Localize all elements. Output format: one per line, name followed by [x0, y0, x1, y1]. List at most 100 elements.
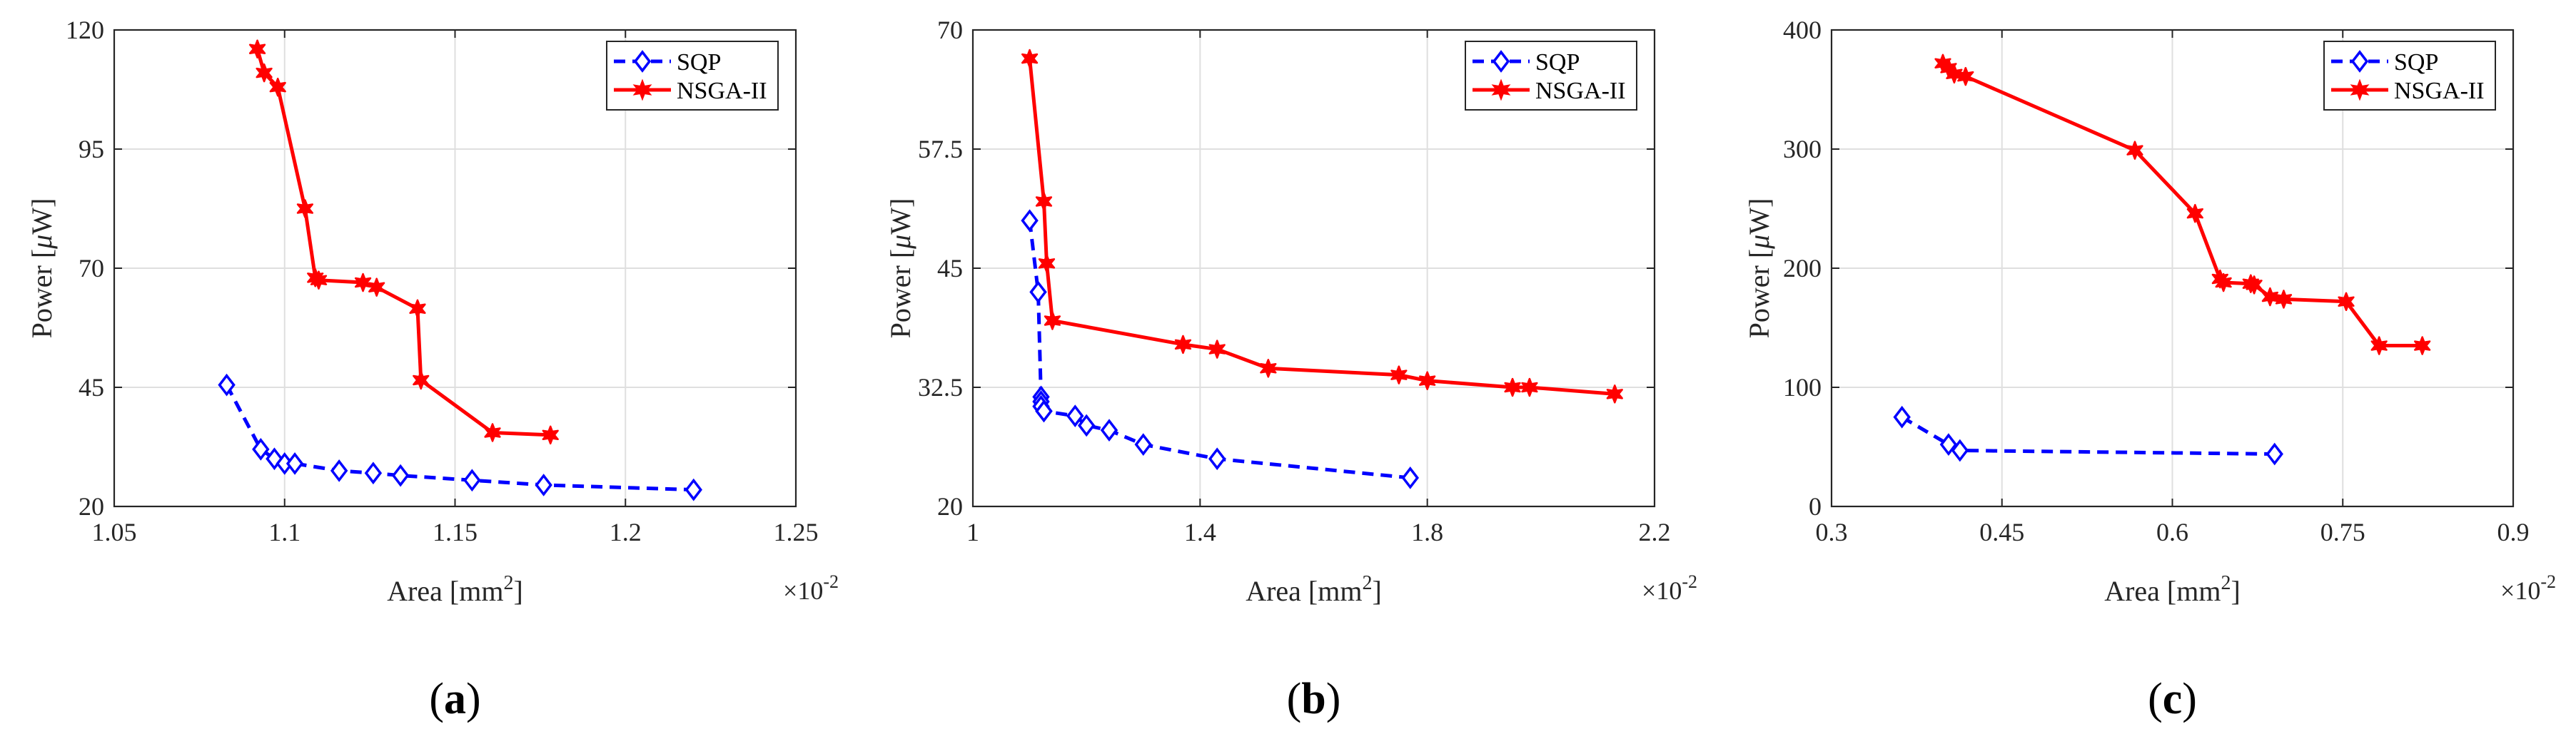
x-axis-multiplier-base: ×10: [2500, 576, 2540, 605]
x-axis-label-superscript: 2: [1362, 572, 1372, 594]
data-point-nsga-ii: [269, 77, 286, 97]
panel-label-open: (: [1287, 675, 1302, 723]
y-tick-label: 32.5: [918, 373, 963, 402]
y-tick-label: 200: [1783, 254, 1822, 282]
panel-label-open: (: [429, 675, 444, 723]
panel-label-open: (: [2148, 675, 2163, 723]
data-point-sqp: [364, 462, 383, 485]
x-axis-label: Area [mm2]: [387, 572, 523, 607]
legend-diamond-icon: [633, 50, 652, 73]
data-point-sqp: [463, 469, 481, 492]
data-point-nsga-ii: [2215, 272, 2232, 292]
data-point-sqp: [535, 474, 552, 496]
data-point-nsga-ii: [2186, 203, 2203, 223]
data-point-sqp: [1035, 399, 1053, 423]
legend-label-sqp: SQP: [1535, 49, 1580, 76]
data-point-sqp: [330, 459, 348, 482]
data-point-sqp: [1893, 405, 1911, 429]
data-point-nsga-ii: [1504, 377, 1521, 397]
x-axis-label-superscript: 2: [503, 572, 513, 594]
x-tick-label: 1.1: [268, 518, 300, 546]
series-line-sqp: [1028, 220, 1411, 480]
x-axis-label-text: Area [mm: [387, 575, 503, 607]
x-axis-label-text: Area [mm: [1246, 575, 1362, 607]
x-axis-multiplier: ×10-2: [2500, 571, 2556, 605]
data-point-nsga-ii: [2338, 292, 2355, 312]
legend-label-nsga-ii: NSGA-II: [677, 78, 767, 104]
data-point-nsga-ii: [1260, 359, 1277, 378]
y-axis-label-mu: μ: [1743, 235, 1775, 250]
x-tick-label: 1.2: [610, 518, 642, 546]
data-point-nsga-ii: [1174, 335, 1192, 355]
y-tick-label: 95: [79, 135, 104, 163]
y-axis-label-mu: μ: [884, 235, 916, 250]
data-point-nsga-ii: [484, 423, 501, 442]
data-point-nsga-ii: [2246, 275, 2263, 295]
y-axis-label-mu: μ: [26, 235, 58, 250]
data-point-nsga-ii: [409, 299, 426, 319]
data-point-nsga-ii: [1606, 384, 1623, 404]
data-point-sqp: [218, 373, 236, 397]
x-axis-label-end: ]: [513, 575, 522, 607]
y-tick-label: 20: [79, 492, 104, 521]
data-point-nsga-ii: [2126, 141, 2143, 160]
legend-label-nsga-ii: NSGA-II: [1535, 78, 1626, 104]
x-axis-label: Area [mm2]: [1246, 572, 1382, 607]
data-point-sqp: [1100, 419, 1118, 442]
legend-diamond-icon: [1492, 50, 1510, 73]
panel-label-close: ): [466, 675, 481, 723]
x-axis-label-end: ]: [2231, 575, 2240, 607]
y-tick-label: 70: [937, 16, 963, 44]
legend-label-nsga-ii: NSGA-II: [2394, 78, 2485, 104]
data-point-nsga-ii: [296, 199, 314, 218]
panel-label: (b): [1287, 675, 1341, 723]
x-tick-label: 2.2: [1639, 518, 1671, 546]
legend-diamond-icon: [2350, 50, 2369, 73]
panel-c: 0.3 0.45 0.6 0.75 0.9 0 100 200 300 400 Area [mm2]…: [1717, 0, 2576, 729]
x-tick-label: 1.25: [774, 518, 819, 546]
legend-label-sqp: SQP: [2394, 49, 2438, 76]
data-point-sqp: [1939, 433, 1958, 457]
data-point-nsga-ii: [1419, 371, 1436, 390]
x-axis-label-end: ]: [1372, 575, 1381, 607]
data-point-sqp: [1134, 433, 1152, 457]
data-point-sqp: [1029, 280, 1047, 304]
chart-c-svg: 0.3 0.45 0.6 0.75 0.9 0 100 200 300 400 Area [mm2]…: [1743, 16, 2556, 723]
data-point-nsga-ii: [413, 370, 430, 390]
data-point-nsga-ii: [248, 39, 266, 58]
x-tick-label: 0.45: [1979, 518, 2024, 546]
legend-label-sqp: SQP: [677, 49, 721, 76]
legend-box: [606, 41, 779, 111]
data-point-sqp: [685, 478, 702, 501]
x-tick-label: 0.75: [2320, 518, 2365, 546]
legend-box: [1465, 41, 1637, 111]
data-point-sqp: [1066, 404, 1084, 427]
x-axis-multiplier: ×10-2: [1642, 571, 1697, 605]
y-axis-label-prefix: Power [: [884, 249, 916, 339]
y-axis-label: Power [μW]: [1743, 198, 1775, 339]
data-point-nsga-ii: [368, 277, 385, 297]
y-tick-label: 0: [1809, 492, 1822, 521]
data-point-nsga-ii: [542, 425, 559, 445]
y-axis-label-prefix: Power [: [1743, 249, 1775, 339]
y-axis-label: Power [μW]: [884, 198, 916, 339]
data-point-nsga-ii: [310, 270, 328, 290]
data-point-nsga-ii: [354, 272, 372, 292]
y-tick-label: 300: [1783, 135, 1822, 163]
x-axis-multiplier-exponent: -2: [2540, 571, 2556, 592]
x-tick-label: 1: [966, 518, 979, 546]
chart-a-svg: 1.05 1.1 1.15 1.2 1.25 20 45 70 95 120 Area [mm2] ×…: [26, 16, 839, 723]
y-tick-label: 400: [1783, 16, 1822, 44]
y-axis-label-suffix: W]: [884, 198, 916, 235]
chart-b-svg: 1 1.4 1.8 2.2 20 32.5 45 57.5 70 Area [mm2] ×10-2 P…: [884, 16, 1697, 723]
data-point-nsga-ii: [1208, 340, 1226, 359]
x-tick-label: 1.4: [1184, 518, 1216, 546]
x-axis-multiplier-exponent: -2: [1682, 571, 1697, 592]
data-point-nsga-ii: [1021, 49, 1039, 68]
x-axis-label: Area [mm2]: [2104, 572, 2241, 607]
panel-label-close: ): [1326, 675, 1341, 723]
series-line-sqp: [225, 384, 694, 492]
